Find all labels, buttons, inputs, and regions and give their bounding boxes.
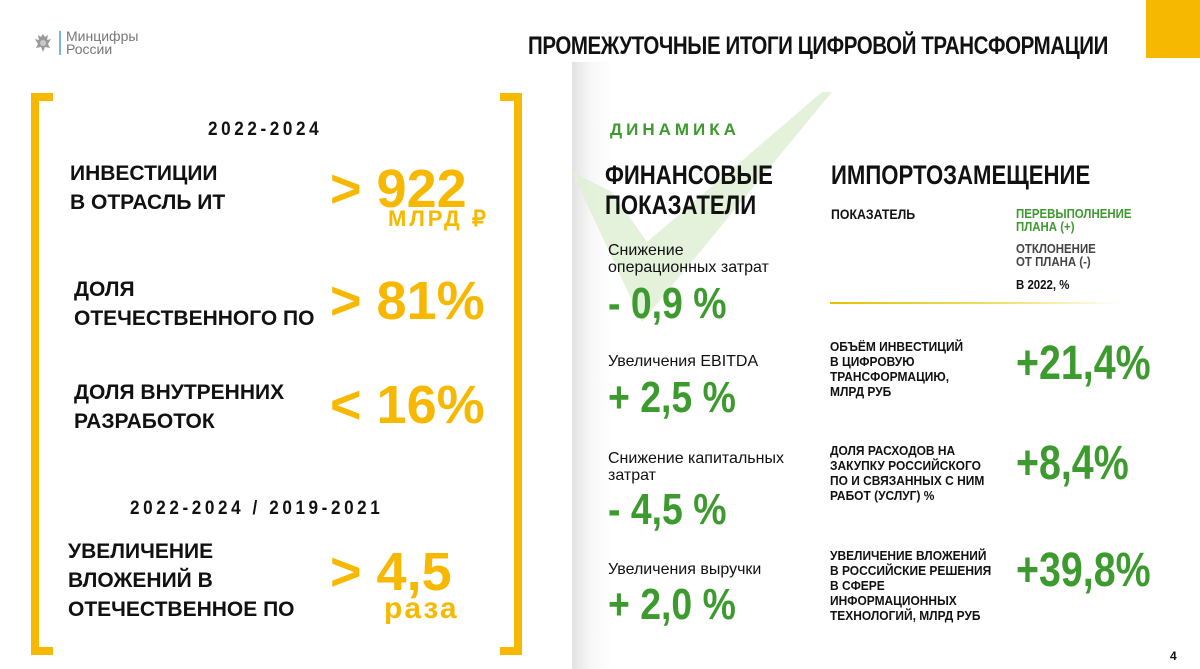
metric-label-line: ОТЕЧЕСТВЕННОГО ПО [74,307,315,330]
metric-label-line: ДОЛЯ [74,278,135,301]
metric-label-line: ВЛОЖЕНИЙ В [68,569,213,592]
fin-value-ebitda: + 2,5 % [608,373,736,422]
fin-label-line: операционных затрат [608,259,769,276]
import-row-value-solutions: +39,8% [1016,544,1151,597]
row-label-line: ПО И СВЯЗАННЫХ С НИМ [830,473,985,488]
row-label-line: МЛРД РУБ [830,384,892,399]
col-header-line: ОТКЛОНЕНИЕ [1016,241,1096,256]
col-header-line: ПЕРЕВЫПОЛНЕНИЕ [1016,206,1132,221]
logo-text: Минцифры России [66,28,139,57]
fin-label-line: Снижение [608,242,684,259]
dynamics-panel-bg [572,62,1200,669]
col-header-deviation: ОТКЛОНЕНИЕ ОТ ПЛАНА (-) [1016,242,1096,268]
page-number: 4 [1170,649,1177,663]
metric-value-internal-dev: < 16% [330,375,485,435]
logo-divider [59,31,61,55]
fin-value-capex: - 4,5 % [608,485,727,534]
dynamics-label: ДИНАМИКА [610,120,740,139]
financial-section-title: ФИНАНСОВЫЕ ПОКАЗАТЕЛИ [605,160,773,220]
fin-value-opex: - 0,9 % [608,279,727,328]
section-title-line: ПОКАЗАТЕЛИ [605,190,757,220]
metric-label-investments: ИНВЕСТИЦИИ В ОТРАСЛЬ ИТ [70,159,225,217]
row-label-line: РАБОТ (УСЛУГ) % [830,488,935,503]
metric-label-line: РАЗРАБОТОК [74,410,215,433]
metric-value-domestic-software: > 81% [330,271,485,331]
bracket-right [514,93,522,655]
bracket-left-bottom [31,647,53,655]
fin-label-revenue: Увеличения выручки [608,561,762,578]
import-row-value-expenses: +8,4% [1016,437,1129,490]
checkmark-icon [572,92,832,322]
row-label-line: ТЕХНОЛОГИЙ, МЛРД РУБ [830,608,981,623]
metric-label-internal-dev: ДОЛЯ ВНУТРЕННИХ РАЗРАБОТОК [74,378,284,436]
page-title: ПРОМЕЖУТОЧНЫЕ ИТОГИ ЦИФРОВОЙ ТРАНСФОРМАЦ… [528,32,1108,60]
import-section-title: ИМПОРТОЗАМЕЩЕНИЕ [831,160,1091,190]
period-label-1: 2022-2024 [208,119,323,140]
col-header-overfulfilment: ПЕРЕВЫПОЛНЕНИЕ ПЛАНА (+) [1016,207,1131,233]
row-label-line: В РОССИЙСКИЕ РЕШЕНИЯ [830,563,992,578]
row-label-line: В ЦИФРОВУЮ [830,354,915,369]
bracket-left [31,93,39,655]
row-label-line: ЗАКУПКУ РОССИЙСКОГО [830,458,981,473]
logo-line-2: России [66,41,113,57]
metric-label-line: ОТЕЧЕСТВЕННОЕ ПО [68,598,295,621]
fin-label-ebitda: Увеличения EBITDA [608,353,759,370]
metric-unit-investments: МЛРД ₽ [388,206,489,231]
section-title-line: ФИНАНСОВЫЕ [605,160,773,190]
fin-label-line: Снижение капитальных [608,450,784,467]
import-row-label-solutions: УВЕЛИЧЕНИЕ ВЛОЖЕНИЙ В РОССИЙСКИЕ РЕШЕНИЯ… [830,548,991,623]
metric-label-line: УВЕЛИЧЕНИЕ [68,540,214,563]
fin-label-capex: Снижение капитальных затрат [608,450,784,484]
bracket-right-top [500,93,522,101]
col-header-year: В 2022, % [1016,277,1070,292]
row-label-line: ИНФОРМАЦИОННЫХ [830,593,957,608]
corner-accent [1146,0,1200,58]
metric-label-line: ДОЛЯ ВНУТРЕННИХ [74,381,285,404]
row-label-line: ОБЪЁМ ИНВЕСТИЦИЙ [830,339,964,354]
metric-label-investment-growth: УВЕЛИЧЕНИЕ ВЛОЖЕНИЙ В ОТЕЧЕСТВЕННОЕ ПО [68,537,295,624]
bracket-left-top [31,93,53,101]
metric-label-line: ИНВЕСТИЦИИ [70,162,218,185]
col-header-line: ПЛАНА (+) [1016,219,1075,234]
metric-unit-investment-growth: раза [384,592,459,625]
metric-value-investments: > 922 [330,159,467,219]
metric-label-line: В ОТРАСЛЬ ИТ [70,191,226,214]
col-header-line: ОТ ПЛАНА (-) [1016,254,1091,269]
fin-label-line: затрат [608,467,656,484]
logo-line-1: Минцифры [66,28,139,44]
row-label-line: В СФЕРЕ [830,578,885,593]
row-label-line: УВЕЛИЧЕНИЕ ВЛОЖЕНИЙ [830,548,987,563]
row-label-line: ТРАНСФОРМАЦИЮ, [830,369,950,384]
coat-of-arms-icon [35,34,51,52]
period-label-2: 2022-2024 / 2019-2021 [130,498,384,519]
fin-value-revenue: + 2,0 % [608,580,736,629]
ministry-logo: Минцифры России [32,28,139,57]
row-label-line: ДОЛЯ РАСХОДОВ НА [830,443,956,458]
import-row-label-investment: ОБЪЁМ ИНВЕСТИЦИЙ В ЦИФРОВУЮ ТРАНСФОРМАЦИ… [830,339,963,399]
import-row-label-expenses: ДОЛЯ РАСХОДОВ НА ЗАКУПКУ РОССИЙСКОГО ПО … [830,443,984,503]
metric-label-domestic-software: ДОЛЯ ОТЕЧЕСТВЕННОГО ПО [74,275,314,333]
fin-label-opex: Снижение операционных затрат [608,242,769,276]
bracket-right-bottom [500,647,522,655]
col-header-indicator: ПОКАЗАТЕЛЬ [831,206,916,222]
header-divider [830,302,1120,304]
metric-value-investment-growth: > 4,5 [330,542,452,602]
import-row-value-investment: +21,4% [1016,337,1151,390]
